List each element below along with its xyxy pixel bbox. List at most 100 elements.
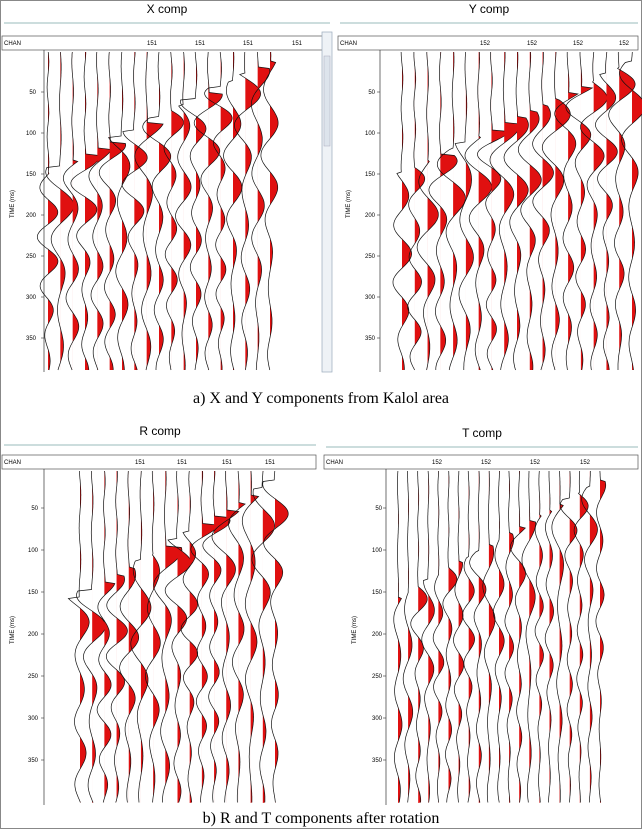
trace-fill [517,52,529,370]
trace [251,51,271,370]
trace-fill [402,52,412,370]
trace [204,51,233,370]
panel-title: T comp [462,426,502,440]
trace [407,52,426,371]
panel: Y comp CHAN 152 152 152 152 50 100 150 200 250 300 3… [337,2,642,372]
trace [134,51,164,371]
trace-fill [128,471,139,803]
panel: R comp CHAN 151 151 151 151 50 100 150 200 250 300 3… [1,424,317,805]
time-tick-label: 50 [29,90,36,96]
time-tick-label: 50 [375,506,382,512]
trace-fill [408,471,413,803]
trace [453,470,465,803]
trace-fill [458,471,464,803]
trace-fill [427,52,439,370]
trace [551,471,564,803]
trace [421,470,435,803]
channel-label: 152 [481,460,492,466]
trace [541,51,571,371]
channel-label: 151 [243,41,254,47]
trace-fill [171,52,184,370]
trace [241,470,260,803]
trace-fill [509,471,514,803]
channel-label: 152 [619,41,630,47]
trace-fill [183,52,192,370]
trace-fill [579,471,589,803]
trace [462,470,475,803]
trace [428,51,458,370]
trace [393,470,403,803]
trace [142,51,172,370]
trace-fill [542,52,554,370]
time-tick-label: 350 [26,336,37,342]
trace-fill [92,471,106,803]
trace [392,51,412,371]
trace [565,52,594,371]
header-label: CHAN [4,460,21,466]
caption: a) X and Y components from Kalol area [193,390,449,407]
trace [554,52,579,371]
trace-fill [85,52,99,370]
time-tick-label: 250 [26,254,37,260]
trace-fill [606,52,618,370]
trace-fill [529,52,542,370]
trace [581,470,598,803]
trace [96,470,116,803]
trace [532,52,554,371]
trace [416,52,439,371]
trace-fill [60,52,74,370]
channel-label: 152 [480,41,491,47]
axis-label: TIME (ms) [10,190,16,218]
time-tick-label: 350 [28,758,39,764]
trace-fill [438,471,444,803]
trace [436,51,466,371]
trace-fill [414,52,425,370]
scrollbar [321,31,333,373]
trace [76,470,106,803]
trace [454,51,474,370]
trace-fill [275,471,289,803]
trace [559,470,578,803]
header-bar [1,454,317,470]
trace-fill [146,52,164,370]
trace-fill [122,52,130,370]
trace [105,470,128,803]
time-tick-label: 350 [365,336,376,342]
channel-label: 151 [265,460,276,466]
trace [544,471,554,803]
trace-fill [233,52,242,370]
trace-fill [504,52,520,370]
trace [492,470,505,803]
time-tick-label: 250 [372,674,383,680]
trace-fill [245,52,261,370]
trace [180,51,207,371]
trace [410,471,428,803]
trace [469,470,487,803]
channel-label: 151 [135,460,146,466]
panel-title: Y comp [469,2,510,16]
time-tick-label: 200 [372,632,383,638]
trace [234,51,261,371]
trace [98,51,127,370]
panel: X comp CHAN 151 151 151 151 50 100 150 200 250 300 3… [1,2,333,373]
trace-fill [468,471,475,803]
trace [262,470,289,803]
trace-fill [465,52,474,370]
time-tick-label: 200 [365,213,376,219]
trace [180,470,198,803]
trace [228,470,246,803]
axis-label: TIME (ms) [352,616,358,644]
trace-fill [555,52,571,370]
trace-fill [580,52,593,370]
trace [580,51,608,371]
trace-fill [116,471,128,803]
trace-fill [134,52,148,370]
trace-fill [250,471,259,803]
time-tick-label: 150 [372,590,383,596]
trace [70,52,100,371]
trace [504,470,515,803]
channel-label: 152 [530,460,541,466]
trace [517,52,542,371]
panel: T comp CHAN 152 152 152 152 50 100 150 200 250 300 3… [323,426,639,805]
